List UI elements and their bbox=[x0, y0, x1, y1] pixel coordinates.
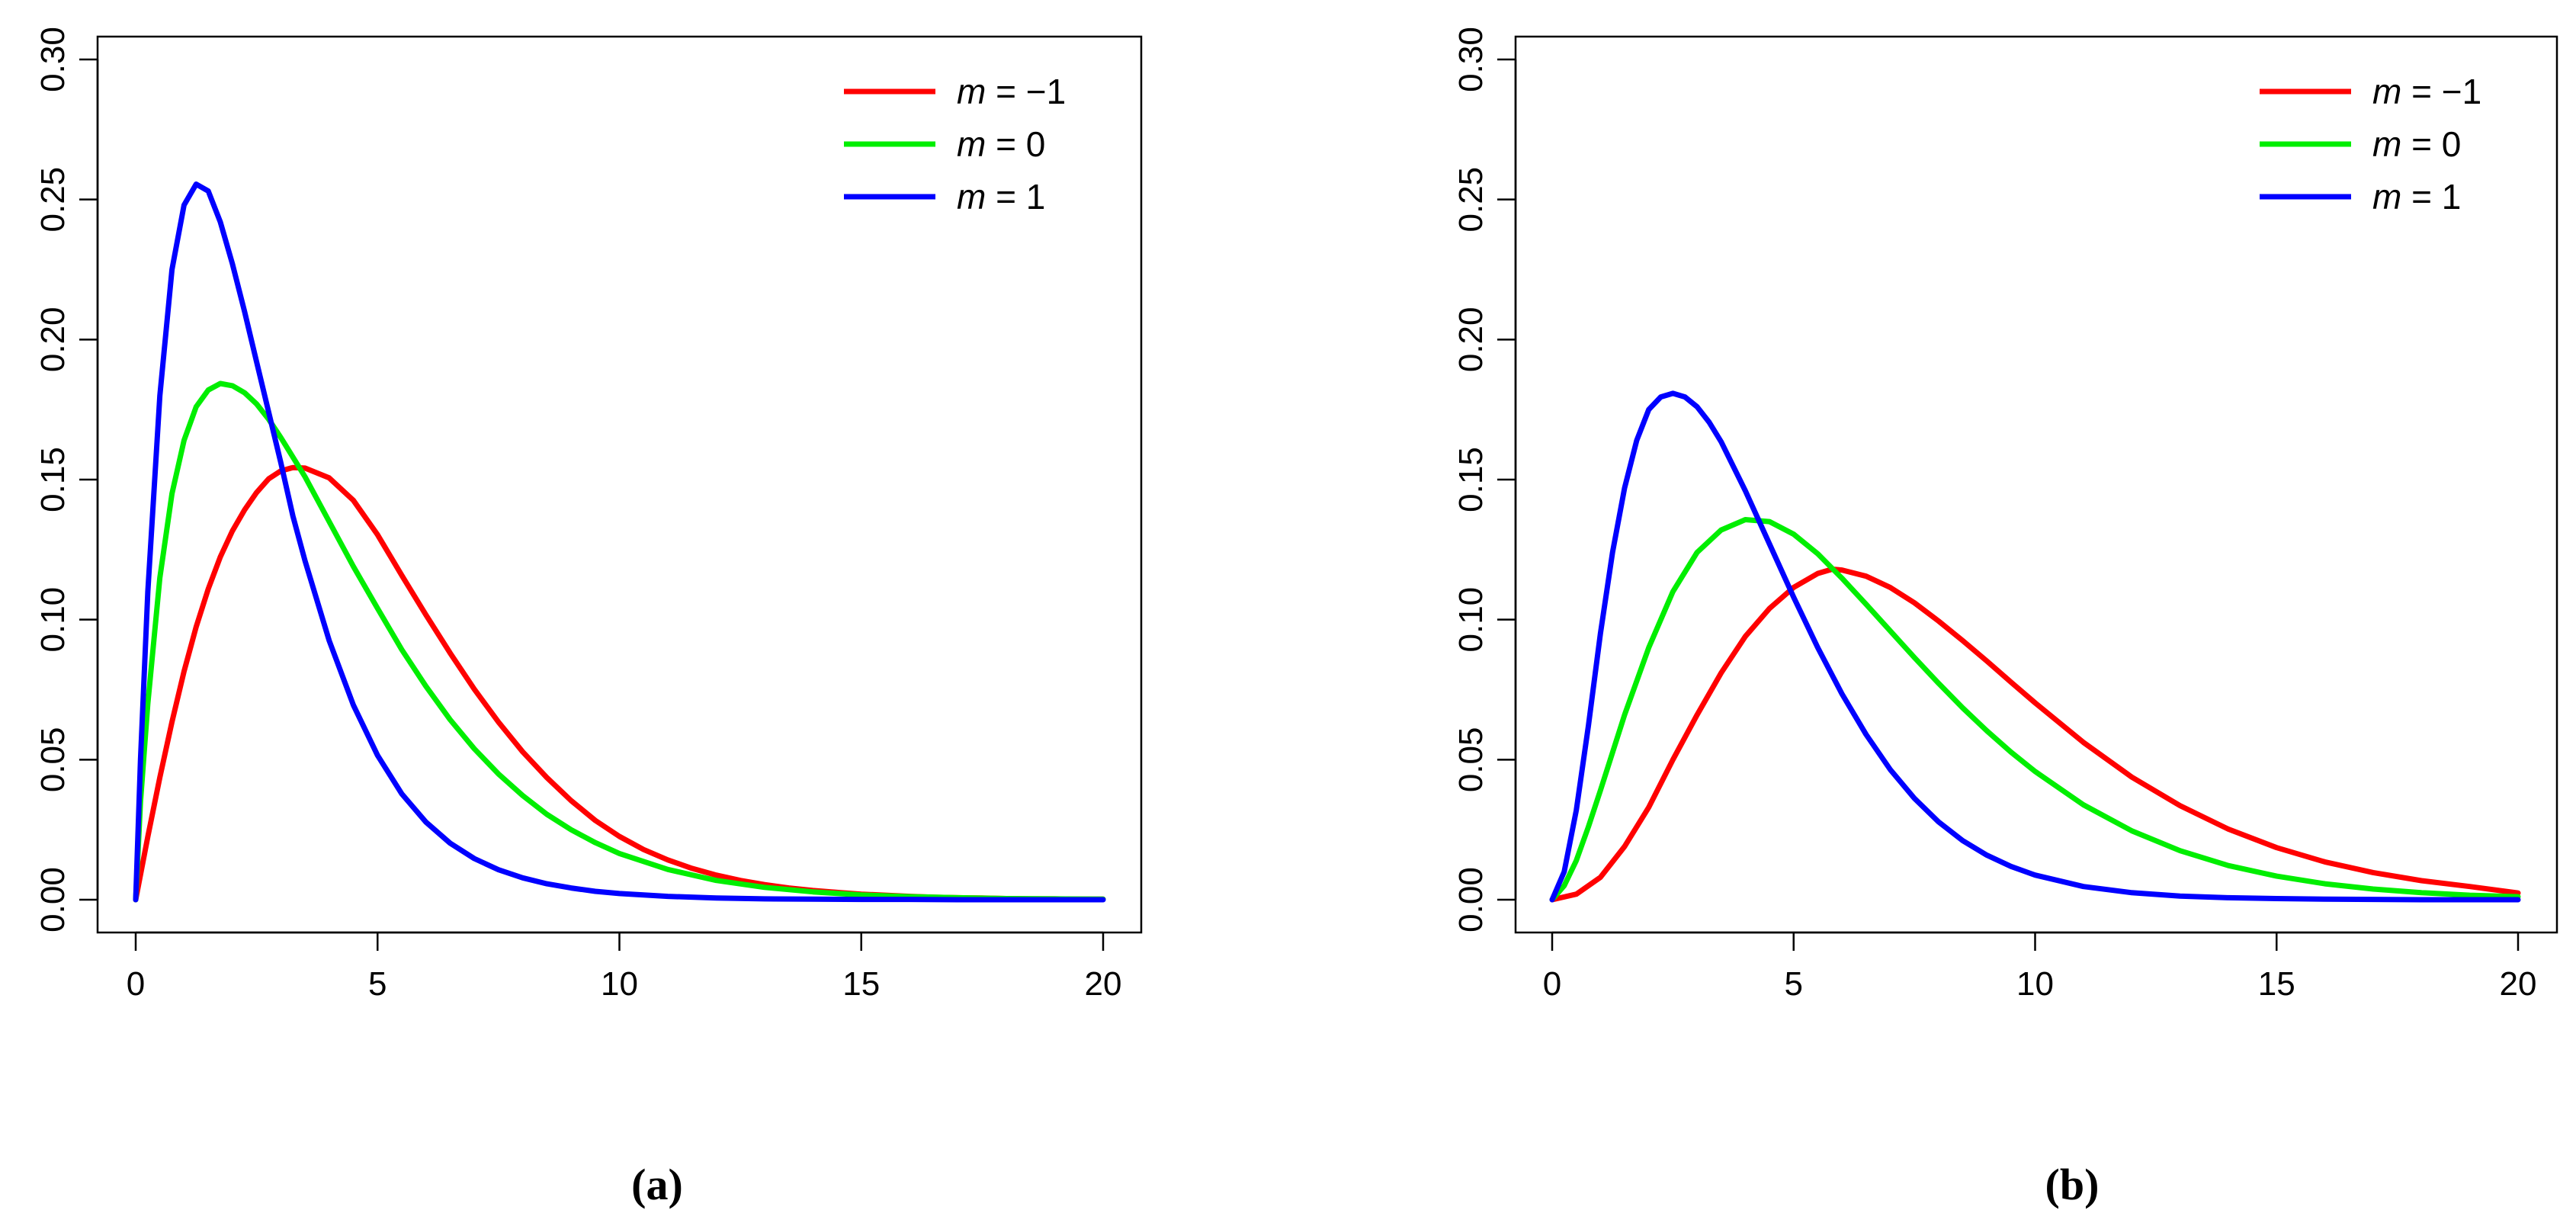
y-tick-label: 0.10 bbox=[34, 587, 72, 653]
x-tick-label: 15 bbox=[2258, 965, 2295, 1003]
legend-eq: = bbox=[986, 72, 1025, 111]
legend-value: −1 bbox=[2442, 72, 2481, 111]
plot-frame bbox=[96, 35, 1143, 934]
legend-entry-0: m = −1 bbox=[957, 72, 1066, 111]
legend-var: m bbox=[2372, 124, 2401, 164]
x-tick-label: 20 bbox=[1085, 965, 1122, 1003]
legend-value: 0 bbox=[1026, 124, 1046, 164]
y-tick-label: 0.00 bbox=[1452, 867, 1490, 932]
legend-var: m bbox=[957, 177, 986, 217]
series-line-0 bbox=[1549, 567, 2521, 903]
legend-eq: = bbox=[2401, 72, 2441, 111]
panel-label: (b) bbox=[2045, 1160, 2100, 1209]
legend-entry-2: m = 1 bbox=[2372, 177, 2461, 217]
y-tick-label: 0.20 bbox=[34, 307, 72, 373]
legend-var: m bbox=[957, 124, 986, 164]
x-tick-label: 20 bbox=[2500, 965, 2537, 1003]
legend-eq: = bbox=[986, 177, 1025, 217]
y-tick-label: 0.05 bbox=[34, 727, 72, 793]
panel-label: (a) bbox=[631, 1160, 683, 1209]
legend-var: m bbox=[2372, 72, 2401, 111]
legend-value: 1 bbox=[2442, 177, 2462, 217]
legend-value: −1 bbox=[1026, 72, 1066, 111]
y-tick-label: 0.25 bbox=[1452, 167, 1490, 233]
legend-var: m bbox=[957, 72, 986, 111]
x-tick-label: 15 bbox=[842, 965, 880, 1003]
y-tick-label: 0.20 bbox=[1452, 307, 1490, 373]
series-line-1 bbox=[133, 380, 1106, 903]
legend-value: 1 bbox=[1026, 177, 1046, 217]
legend-eq: = bbox=[986, 124, 1025, 164]
legend-eq: = bbox=[2401, 124, 2441, 164]
x-tick-label: 5 bbox=[368, 965, 387, 1003]
legend-entry-1: m = 0 bbox=[2372, 124, 2461, 164]
plot-frame bbox=[1514, 35, 2558, 934]
x-tick-label: 0 bbox=[127, 965, 145, 1003]
legend-eq: = bbox=[2401, 177, 2441, 217]
panel-b: 0 5 10 15 200.000.050.100.150.200.250.30 m = … bbox=[1452, 27, 2558, 1209]
y-tick-label: 0.00 bbox=[34, 867, 72, 932]
legend-value: 0 bbox=[2442, 124, 2462, 164]
x-tick-label: 10 bbox=[2016, 965, 2054, 1003]
y-tick-label: 0.10 bbox=[1452, 587, 1490, 653]
x-tick-label: 0 bbox=[1543, 965, 1561, 1003]
y-tick-label: 0.15 bbox=[1452, 447, 1490, 512]
y-tick-label: 0.15 bbox=[34, 447, 72, 512]
x-tick-label: 10 bbox=[601, 965, 638, 1003]
panel-a: 0 5 10 15 200.000.050.100.150.200.250.30 m = … bbox=[34, 27, 1143, 1209]
legend-var: m bbox=[2372, 177, 2401, 217]
y-tick-label: 0.30 bbox=[34, 27, 72, 92]
x-tick-label: 5 bbox=[1785, 965, 1803, 1003]
legend-entry-1: m = 0 bbox=[957, 124, 1045, 164]
y-tick-label: 0.05 bbox=[1452, 727, 1490, 793]
series-line-1 bbox=[1549, 517, 2521, 903]
series-line-2 bbox=[1549, 390, 2521, 903]
y-tick-label: 0.30 bbox=[1452, 27, 1490, 92]
y-tick-label: 0.25 bbox=[34, 167, 72, 233]
series-line-2 bbox=[133, 181, 1106, 903]
legend-entry-2: m = 1 bbox=[957, 177, 1045, 217]
legend-entry-0: m = −1 bbox=[2372, 72, 2481, 111]
series-line-0 bbox=[133, 464, 1106, 903]
